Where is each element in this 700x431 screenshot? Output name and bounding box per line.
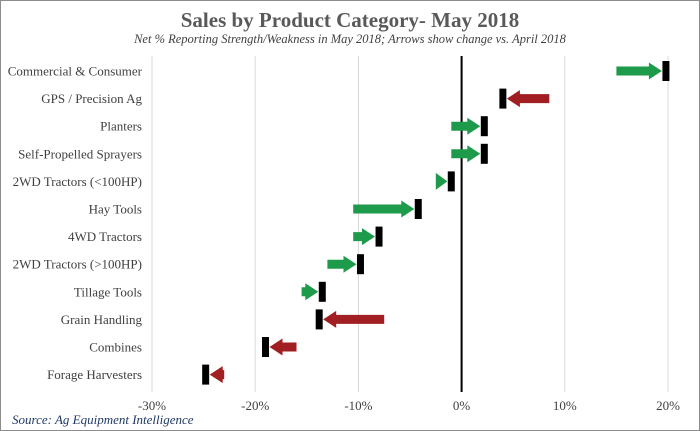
change-arrow: [451, 145, 481, 163]
x-tick-label: 20%: [656, 398, 680, 413]
category-label: Self-Propelled Sprayers: [18, 146, 142, 161]
may-marker: [315, 309, 323, 330]
category-label: Tillage Tools: [74, 284, 142, 299]
change-arrow: [353, 228, 375, 246]
change-arrow: [209, 366, 225, 384]
change-arrow: [301, 283, 319, 301]
chart-subtitle: Net % Reporting Strength/Weakness in May…: [134, 32, 566, 46]
category-label: 2WD Tractors (<100HP): [13, 174, 142, 189]
x-tick-label: -20%: [241, 398, 269, 413]
change-arrow: [616, 62, 662, 80]
change-arrow: [323, 310, 385, 328]
may-marker: [499, 88, 507, 109]
x-tick-label: 10%: [553, 398, 577, 413]
category-label: Commercial & Consumer: [8, 64, 143, 79]
may-marker: [480, 116, 488, 137]
may-marker: [318, 281, 326, 302]
change-arrow: [451, 117, 481, 135]
x-tick-label: 0%: [453, 398, 471, 413]
x-tick-label: -10%: [344, 398, 372, 413]
category-label: Combines: [89, 340, 142, 355]
chart-title: Sales by Product Category- May 2018: [180, 8, 520, 32]
category-label: GPS / Precision Ag: [41, 91, 142, 106]
category-label: Forage Harvesters: [47, 367, 142, 382]
category-label: 4WD Tractors: [68, 229, 142, 244]
may-marker: [202, 364, 210, 385]
change-arrow: [435, 172, 448, 190]
may-marker: [375, 226, 383, 247]
category-label: Grain Handling: [61, 312, 143, 327]
category-label: Planters: [100, 119, 142, 134]
may-marker: [662, 61, 670, 81]
may-marker: [356, 254, 364, 275]
category-label: Hay Tools: [89, 202, 142, 217]
source-note: Source: Ag Equipment Intelligence: [12, 412, 194, 427]
may-marker: [262, 337, 270, 357]
may-marker: [447, 171, 455, 192]
change-arrow: [327, 255, 357, 273]
may-marker: [414, 199, 422, 219]
may-marker: [480, 143, 488, 164]
change-arrow: [269, 338, 297, 356]
category-label: 2WD Tractors (>100HP): [13, 257, 142, 272]
change-arrow: [353, 200, 415, 218]
change-arrow: [506, 90, 550, 108]
x-tick-label: -30%: [138, 398, 166, 413]
